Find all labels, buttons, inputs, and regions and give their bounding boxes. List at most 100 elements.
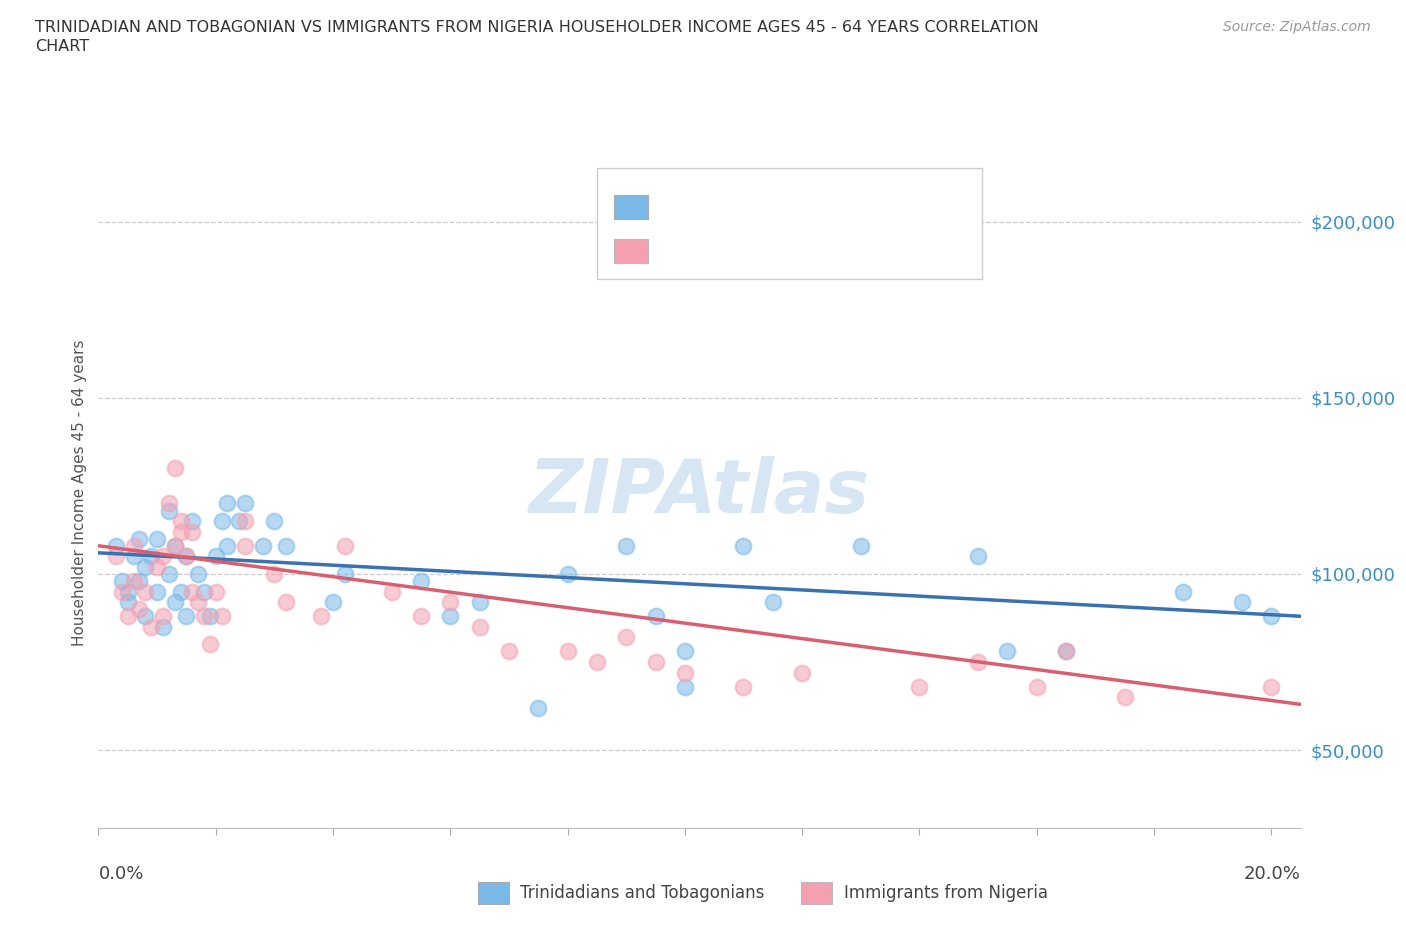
Point	[967, 549, 990, 564]
Y-axis label: Householder Income Ages 45 - 64 years: Householder Income Ages 45 - 64 years	[72, 339, 87, 646]
Text: R = -0.080: R = -0.080	[659, 198, 765, 216]
Point	[333, 566, 356, 581]
Text: CHART: CHART	[35, 39, 89, 54]
Text: N = 48: N = 48	[844, 242, 911, 260]
Point	[146, 584, 169, 599]
Point	[187, 566, 209, 581]
Point	[995, 644, 1018, 659]
Point	[1025, 679, 1047, 694]
Point	[117, 584, 139, 599]
Point	[1054, 644, 1077, 659]
Point	[1114, 690, 1136, 705]
Text: TRINIDADIAN AND TOBAGONIAN VS IMMIGRANTS FROM NIGERIA HOUSEHOLDER INCOME AGES 45: TRINIDADIAN AND TOBAGONIAN VS IMMIGRANTS…	[35, 20, 1039, 35]
Point	[134, 609, 156, 624]
Point	[233, 538, 256, 553]
Point	[169, 584, 191, 599]
Point	[187, 594, 209, 609]
Point	[557, 566, 579, 581]
Point	[614, 538, 637, 553]
Point	[1173, 584, 1195, 599]
Point	[176, 549, 198, 564]
Point	[163, 594, 186, 609]
Text: Trinidadians and Tobagonians: Trinidadians and Tobagonians	[520, 884, 765, 902]
Point	[198, 637, 221, 652]
Point	[468, 594, 491, 609]
Point	[181, 513, 204, 528]
Point	[128, 602, 150, 617]
Point	[117, 594, 139, 609]
Point	[468, 619, 491, 634]
Point	[134, 584, 156, 599]
Point	[439, 609, 461, 624]
Point	[152, 549, 174, 564]
Point	[274, 538, 297, 553]
Point	[586, 655, 609, 670]
Point	[274, 594, 297, 609]
Point	[111, 584, 134, 599]
Text: N = 53: N = 53	[844, 198, 911, 216]
Point	[439, 594, 461, 609]
Point	[217, 538, 239, 553]
Text: Source: ZipAtlas.com: Source: ZipAtlas.com	[1223, 20, 1371, 34]
Text: R =  -0.362: R = -0.362	[659, 242, 770, 260]
Point	[157, 503, 180, 518]
Point	[673, 644, 696, 659]
Point	[967, 655, 990, 670]
Point	[211, 609, 233, 624]
Point	[146, 531, 169, 546]
Point	[157, 496, 180, 511]
Point	[211, 513, 233, 528]
Point	[193, 609, 215, 624]
Point	[614, 630, 637, 644]
Point	[557, 644, 579, 659]
Point	[309, 609, 332, 624]
Point	[233, 496, 256, 511]
Point	[163, 460, 186, 475]
Point	[733, 679, 755, 694]
Point	[141, 619, 163, 634]
Point	[117, 609, 139, 624]
Point	[169, 513, 191, 528]
Point	[152, 619, 174, 634]
Point	[908, 679, 931, 694]
Point	[141, 549, 163, 564]
Point	[163, 538, 186, 553]
Point	[381, 584, 404, 599]
Point	[176, 609, 198, 624]
Point	[122, 574, 145, 589]
Point	[263, 513, 285, 528]
Point	[263, 566, 285, 581]
Point	[1260, 609, 1282, 624]
Point	[762, 594, 785, 609]
Text: Immigrants from Nigeria: Immigrants from Nigeria	[844, 884, 1047, 902]
Point	[409, 609, 432, 624]
Point	[193, 584, 215, 599]
Point	[252, 538, 274, 553]
Point	[733, 538, 755, 553]
Point	[157, 566, 180, 581]
Point	[849, 538, 872, 553]
Text: 0.0%: 0.0%	[98, 865, 143, 883]
Point	[122, 549, 145, 564]
Point	[176, 549, 198, 564]
Point	[163, 538, 186, 553]
Point	[1054, 644, 1077, 659]
Point	[122, 538, 145, 553]
Point	[128, 531, 150, 546]
Point	[527, 700, 550, 715]
Point	[790, 665, 813, 680]
Point	[146, 560, 169, 575]
Point	[169, 525, 191, 539]
Point	[409, 574, 432, 589]
Point	[228, 513, 250, 528]
Text: 20.0%: 20.0%	[1244, 865, 1301, 883]
Point	[128, 574, 150, 589]
Point	[152, 609, 174, 624]
Point	[1230, 594, 1253, 609]
Point	[198, 609, 221, 624]
Point	[333, 538, 356, 553]
Point	[673, 665, 696, 680]
Point	[181, 525, 204, 539]
Point	[322, 594, 344, 609]
Point	[105, 549, 128, 564]
